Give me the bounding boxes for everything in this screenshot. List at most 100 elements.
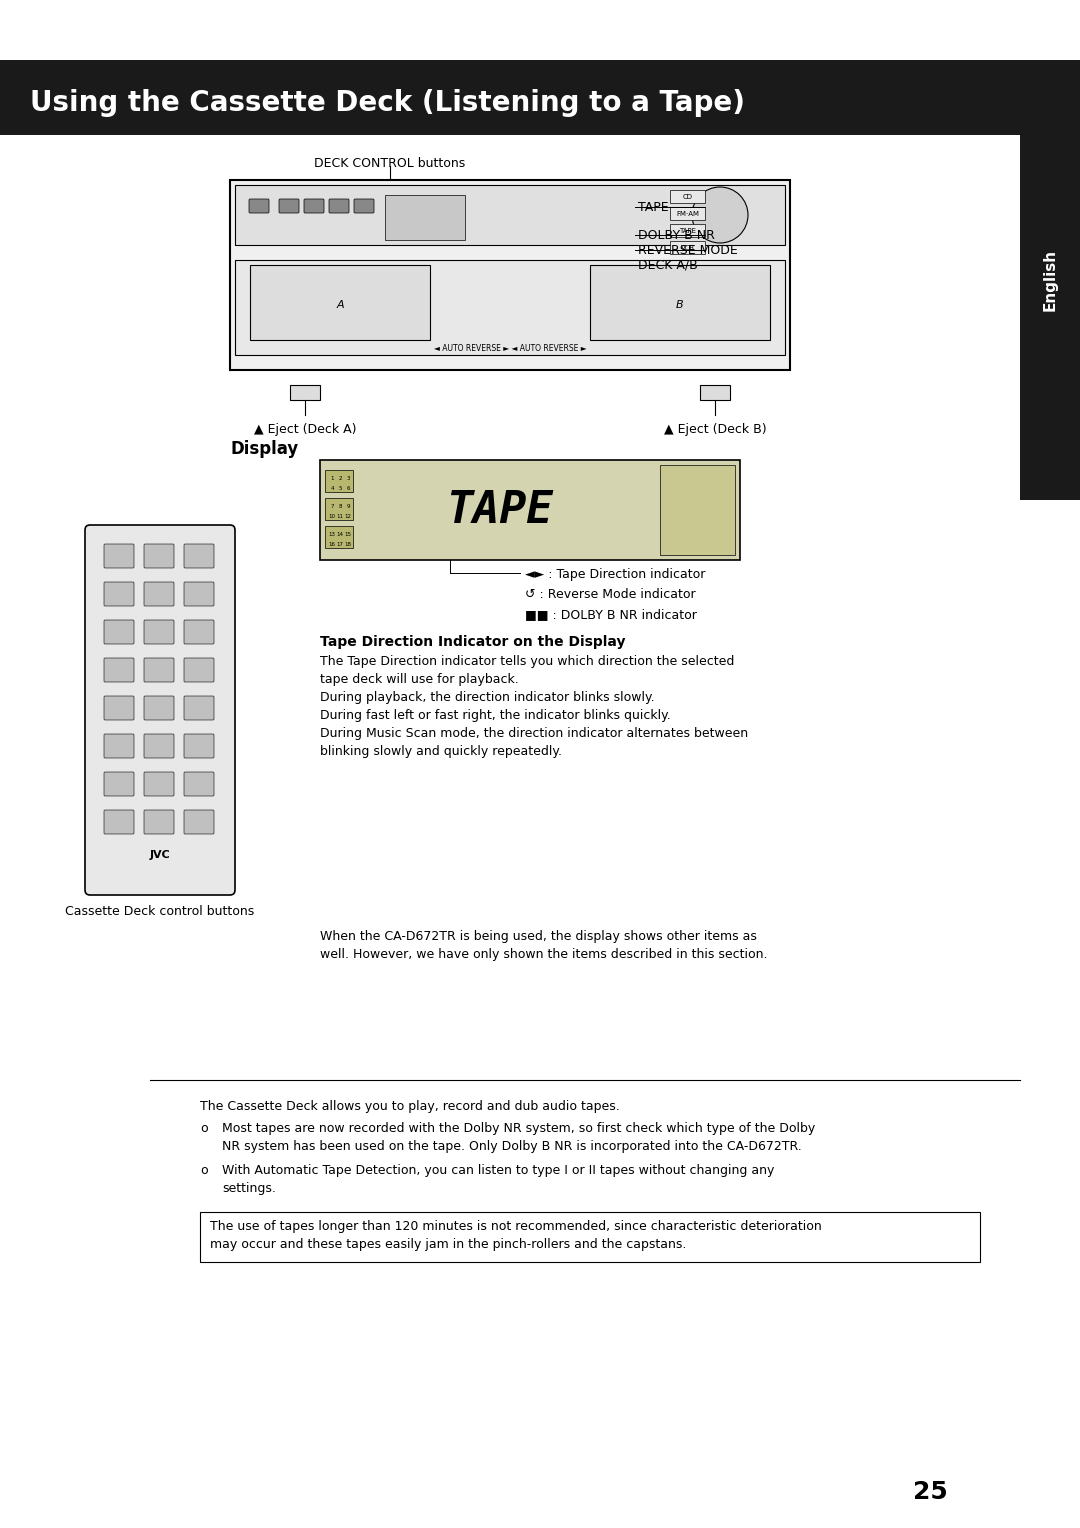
Text: 16: 16 <box>328 541 336 547</box>
Text: 5: 5 <box>338 486 341 490</box>
FancyBboxPatch shape <box>325 526 353 549</box>
FancyBboxPatch shape <box>184 659 214 681</box>
FancyBboxPatch shape <box>104 733 134 758</box>
FancyBboxPatch shape <box>670 241 705 254</box>
Text: Tape Direction Indicator on the Display: Tape Direction Indicator on the Display <box>320 636 625 649</box>
FancyBboxPatch shape <box>184 582 214 607</box>
Text: NR system has been used on the tape. Only Dolby B NR is incorporated into the CA: NR system has been used on the tape. Onl… <box>222 1140 801 1154</box>
FancyBboxPatch shape <box>325 471 353 492</box>
FancyBboxPatch shape <box>235 185 785 244</box>
Text: A: A <box>336 299 343 310</box>
FancyBboxPatch shape <box>700 385 730 400</box>
Text: 1: 1 <box>330 475 334 480</box>
Text: 11: 11 <box>337 513 343 518</box>
Text: 14: 14 <box>337 532 343 536</box>
Text: 3: 3 <box>347 475 350 480</box>
FancyBboxPatch shape <box>660 465 735 555</box>
Text: The Cassette Deck allows you to play, record and dub audio tapes.: The Cassette Deck allows you to play, re… <box>200 1100 620 1112</box>
Text: Display: Display <box>230 440 298 458</box>
Text: 9: 9 <box>347 504 350 509</box>
FancyBboxPatch shape <box>144 544 174 568</box>
Text: During Music Scan mode, the direction indicator alternates between: During Music Scan mode, the direction in… <box>320 727 748 740</box>
Text: CD: CD <box>683 194 693 200</box>
FancyBboxPatch shape <box>670 225 705 237</box>
Text: 25: 25 <box>913 1481 947 1504</box>
FancyBboxPatch shape <box>329 199 349 212</box>
Text: tape deck will use for playback.: tape deck will use for playback. <box>320 672 518 686</box>
FancyBboxPatch shape <box>235 260 785 354</box>
Text: Using the Cassette Deck (Listening to a Tape): Using the Cassette Deck (Listening to a … <box>30 89 745 118</box>
Text: The use of tapes longer than 120 minutes is not recommended, since characteristi: The use of tapes longer than 120 minutes… <box>210 1219 822 1233</box>
FancyBboxPatch shape <box>325 498 353 520</box>
FancyBboxPatch shape <box>144 772 174 796</box>
FancyBboxPatch shape <box>291 385 320 400</box>
FancyBboxPatch shape <box>104 772 134 796</box>
Text: 4: 4 <box>330 486 334 490</box>
FancyBboxPatch shape <box>184 772 214 796</box>
Text: ▲ Eject (Deck A): ▲ Eject (Deck A) <box>254 423 356 435</box>
Text: VCR: VCR <box>680 244 696 251</box>
Text: 10: 10 <box>328 513 336 518</box>
Text: o: o <box>200 1164 207 1177</box>
Text: 6: 6 <box>347 486 350 490</box>
Text: 18: 18 <box>345 541 351 547</box>
Text: settings.: settings. <box>222 1183 275 1195</box>
FancyBboxPatch shape <box>0 60 1020 134</box>
Text: ↺ : Reverse Mode indicator: ↺ : Reverse Mode indicator <box>525 588 696 601</box>
Text: 13: 13 <box>328 532 336 536</box>
FancyBboxPatch shape <box>144 620 174 643</box>
Text: TAPE: TAPE <box>679 228 697 234</box>
FancyBboxPatch shape <box>354 199 374 212</box>
FancyBboxPatch shape <box>184 695 214 720</box>
FancyBboxPatch shape <box>184 620 214 643</box>
Text: may occur and these tapes easily jam in the pinch-rollers and the capstans.: may occur and these tapes easily jam in … <box>210 1238 687 1251</box>
FancyBboxPatch shape <box>670 189 705 203</box>
Text: well. However, we have only shown the items described in this section.: well. However, we have only shown the it… <box>320 947 768 961</box>
Text: 12: 12 <box>345 513 351 518</box>
FancyBboxPatch shape <box>249 199 269 212</box>
Text: TAPE: TAPE <box>638 200 669 214</box>
Text: JVC: JVC <box>150 850 171 860</box>
FancyBboxPatch shape <box>85 526 235 895</box>
Text: ◄► : Tape Direction indicator: ◄► : Tape Direction indicator <box>525 568 705 581</box>
Text: 17: 17 <box>337 541 343 547</box>
FancyBboxPatch shape <box>144 695 174 720</box>
FancyBboxPatch shape <box>279 199 299 212</box>
Text: ◄ AUTO REVERSE ► ◄ AUTO REVERSE ►: ◄ AUTO REVERSE ► ◄ AUTO REVERSE ► <box>434 344 586 353</box>
Text: ■■ : DOLBY B NR indicator: ■■ : DOLBY B NR indicator <box>525 608 697 620</box>
Text: The Tape Direction indicator tells you which direction the selected: The Tape Direction indicator tells you w… <box>320 656 734 668</box>
Text: FM·AM: FM·AM <box>676 211 700 217</box>
Text: English: English <box>1042 249 1057 312</box>
FancyBboxPatch shape <box>670 206 705 220</box>
FancyBboxPatch shape <box>144 659 174 681</box>
FancyBboxPatch shape <box>104 620 134 643</box>
FancyBboxPatch shape <box>144 810 174 834</box>
FancyBboxPatch shape <box>104 659 134 681</box>
FancyBboxPatch shape <box>303 199 324 212</box>
Text: DOLBY B NR: DOLBY B NR <box>638 229 715 241</box>
Text: DECK A/B: DECK A/B <box>638 258 698 272</box>
Text: Cassette Deck control buttons: Cassette Deck control buttons <box>66 905 255 918</box>
Text: B: B <box>676 299 684 310</box>
Text: 7: 7 <box>330 504 334 509</box>
Text: blinking slowly and quickly repeatedly.: blinking slowly and quickly repeatedly. <box>320 746 562 758</box>
Text: ▲ Eject (Deck B): ▲ Eject (Deck B) <box>664 423 767 435</box>
Text: 2: 2 <box>338 475 341 480</box>
Text: During fast left or fast right, the indicator blinks quickly.: During fast left or fast right, the indi… <box>320 709 671 723</box>
Text: o: o <box>200 1122 207 1135</box>
FancyBboxPatch shape <box>144 733 174 758</box>
FancyBboxPatch shape <box>384 196 465 240</box>
Circle shape <box>692 186 748 243</box>
FancyBboxPatch shape <box>104 695 134 720</box>
Text: TAPE: TAPE <box>446 489 554 532</box>
FancyBboxPatch shape <box>104 544 134 568</box>
FancyBboxPatch shape <box>104 582 134 607</box>
Text: DECK CONTROL buttons: DECK CONTROL buttons <box>314 157 465 170</box>
FancyBboxPatch shape <box>184 544 214 568</box>
Text: REVERSE MODE: REVERSE MODE <box>638 243 738 257</box>
Text: 8: 8 <box>338 504 341 509</box>
Text: With Automatic Tape Detection, you can listen to type I or II tapes without chan: With Automatic Tape Detection, you can l… <box>222 1164 774 1177</box>
Text: When the CA-D672TR is being used, the display shows other items as: When the CA-D672TR is being used, the di… <box>320 931 757 943</box>
FancyBboxPatch shape <box>184 733 214 758</box>
FancyBboxPatch shape <box>320 460 740 559</box>
